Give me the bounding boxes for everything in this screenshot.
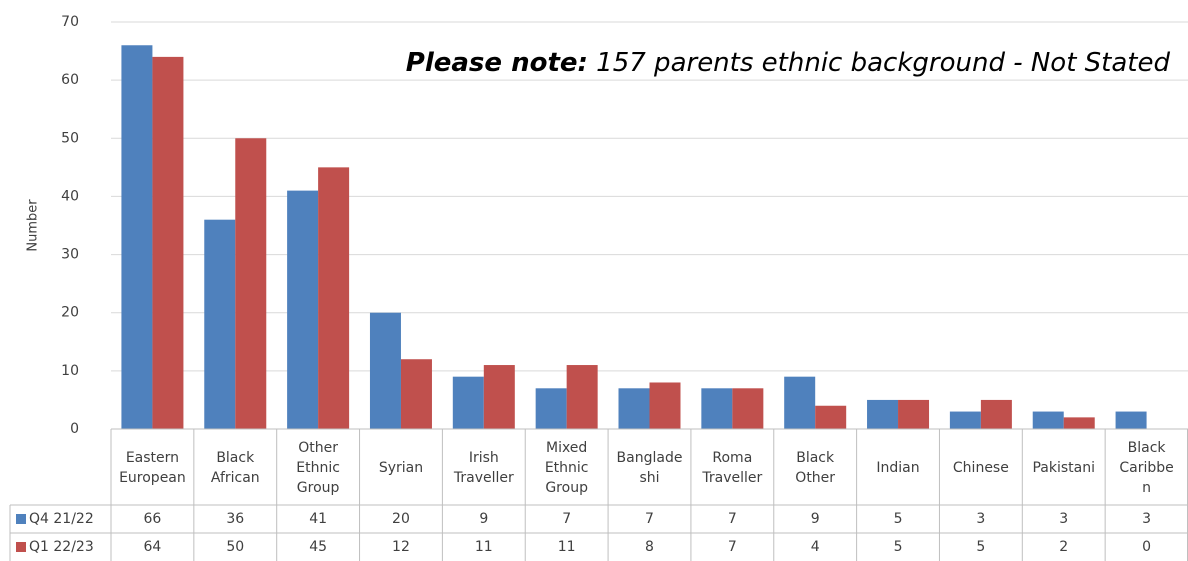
table-value: 64 — [144, 539, 162, 555]
table-value: 9 — [811, 511, 820, 527]
category-label: Eastern — [126, 450, 179, 466]
table-value: 2 — [1059, 539, 1068, 555]
table-value: 36 — [226, 511, 244, 527]
table-value: 41 — [309, 511, 327, 527]
category-label: Syrian — [379, 460, 423, 476]
bar — [649, 382, 681, 429]
table-value: 5 — [976, 539, 985, 555]
category-label: Pakistani — [1032, 460, 1095, 476]
bar — [483, 365, 515, 429]
bar — [204, 219, 236, 429]
bar — [152, 56, 184, 430]
table-value: 20 — [392, 511, 410, 527]
category-label: Black — [796, 450, 835, 466]
bar — [980, 399, 1012, 429]
bar — [452, 376, 484, 429]
category-label: Group — [297, 480, 340, 496]
table-value: 12 — [392, 539, 410, 555]
chart-annotation: Please note: 157 parents ethnic backgrou… — [406, 48, 1170, 78]
table-value: 9 — [479, 511, 488, 527]
bar — [618, 388, 650, 429]
category-label: African — [211, 470, 260, 486]
category-label: Group — [545, 480, 588, 496]
category-label: Ethnic — [545, 460, 589, 476]
table-value: 7 — [645, 511, 654, 527]
category-label: shi — [639, 470, 659, 486]
bar — [400, 359, 432, 429]
annotation-label: Please note: — [405, 48, 588, 78]
legend-label: Q4 21/22 — [29, 511, 94, 527]
table-value: 3 — [1059, 511, 1068, 527]
category-label: Indian — [876, 460, 919, 476]
category-label: Chinese — [953, 460, 1009, 476]
bar — [949, 411, 981, 429]
y-tick-label: 0 — [70, 421, 79, 437]
table-value: 8 — [645, 539, 654, 555]
table-value: 4 — [811, 539, 820, 555]
category-label: Other — [795, 470, 835, 486]
category-label: Banglade — [617, 450, 683, 466]
bar — [566, 365, 598, 429]
bar — [898, 399, 930, 429]
y-tick-label: 10 — [61, 363, 79, 379]
y-tick-label: 30 — [61, 247, 79, 263]
category-label: Irish — [469, 450, 499, 466]
category-label: Ethnic — [296, 460, 340, 476]
bar — [867, 399, 899, 429]
category-label: Roma — [712, 450, 752, 466]
category-label: Other — [298, 440, 338, 456]
table-value: 45 — [309, 539, 327, 555]
table-value: 3 — [976, 511, 985, 527]
category-label: European — [119, 470, 186, 486]
table-value: 66 — [144, 511, 162, 527]
bar — [1063, 417, 1095, 429]
category-label: n — [1142, 480, 1151, 496]
table-value: 3 — [1142, 511, 1151, 527]
bar — [535, 388, 567, 429]
table-value: 50 — [226, 539, 244, 555]
category-label: Black — [1128, 440, 1167, 456]
y-tick-label: 60 — [61, 72, 79, 88]
table-value: 7 — [728, 511, 737, 527]
legend-label: Q1 22/23 — [29, 539, 94, 555]
bar — [235, 138, 267, 430]
y-axis-title: Number — [26, 199, 41, 252]
y-tick-label: 40 — [61, 188, 79, 204]
bar — [815, 405, 847, 429]
bar — [732, 388, 764, 429]
bar — [1115, 411, 1147, 429]
bar — [1032, 411, 1064, 429]
bar — [784, 376, 816, 429]
y-tick-label: 70 — [61, 14, 79, 30]
table-value: 5 — [894, 539, 903, 555]
table-value: 11 — [475, 539, 493, 555]
bar — [318, 167, 350, 429]
y-tick-label: 50 — [61, 130, 79, 146]
bar — [287, 190, 319, 429]
category-label: Traveller — [701, 470, 762, 486]
table-value: 7 — [728, 539, 737, 555]
table-value: 0 — [1142, 539, 1151, 555]
category-label: Black — [216, 450, 255, 466]
category-label: Traveller — [453, 470, 514, 486]
y-tick-label: 20 — [61, 305, 79, 321]
bar — [701, 388, 733, 429]
bar — [121, 45, 153, 429]
annotation-text: 157 parents ethnic background - Not Stat… — [587, 48, 1170, 78]
category-label: Mixed — [546, 440, 587, 456]
legend-key — [16, 514, 26, 524]
bar — [369, 312, 401, 429]
legend-key — [16, 542, 26, 552]
table-value: 7 — [562, 511, 571, 527]
table-value: 11 — [558, 539, 576, 555]
category-label: Caribbe — [1119, 460, 1173, 476]
table-value: 5 — [894, 511, 903, 527]
